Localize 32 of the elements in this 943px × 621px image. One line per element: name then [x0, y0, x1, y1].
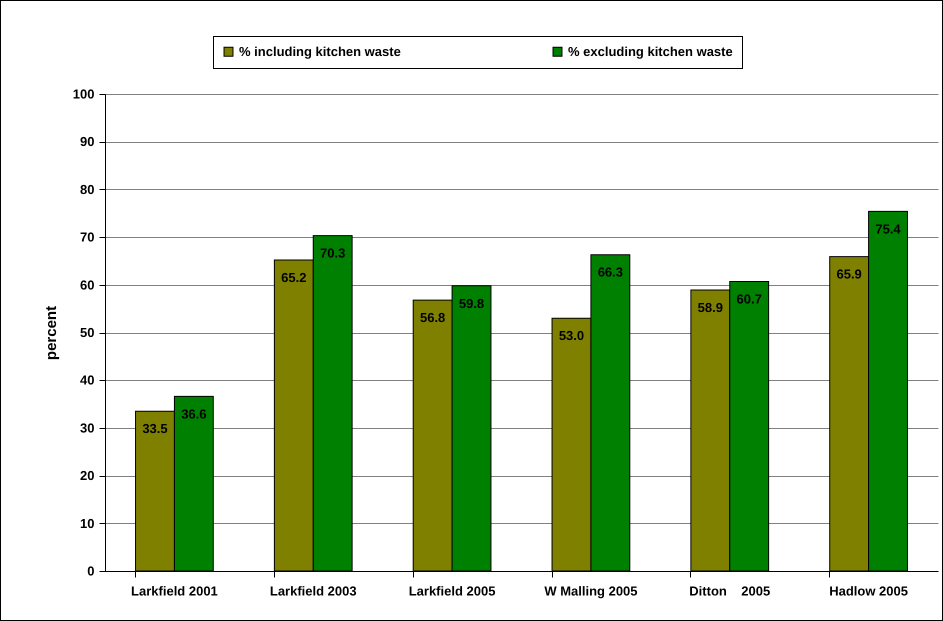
y-tick-label: 80 [80, 182, 94, 197]
y-tick-label: 60 [80, 277, 94, 292]
data-label: 65.2 [281, 270, 306, 285]
legend-label: % excluding kitchen waste [568, 44, 733, 59]
data-label: 56.8 [420, 310, 446, 326]
data-label: 33.5 [142, 421, 168, 436]
x-tick-label: Larkfield 2001 [131, 584, 218, 598]
y-tick-label: 20 [80, 468, 94, 484]
y-tick-label: 100 [72, 86, 94, 102]
x-tick-label: Larkfield 2003 [270, 584, 357, 598]
y-tick-label: 70 [80, 230, 94, 245]
x-tick-label: Hadlow 2005 [829, 584, 908, 598]
y-tick-label: 30 [80, 420, 94, 436]
data-label: 65.9 [836, 266, 862, 282]
data-label: 58.9 [698, 300, 723, 316]
data-label: 60.7 [736, 291, 762, 306]
data-label: 59.8 [458, 296, 484, 311]
y-tick-label: 90 [80, 134, 94, 150]
y-tick-label: 50 [80, 325, 94, 340]
legend-label: % including kitchen waste [239, 44, 401, 59]
data-label: 36.6 [181, 406, 207, 422]
y-tick-label: 10 [80, 516, 94, 531]
data-label: 75.4 [875, 221, 902, 236]
x-tick-label: Larkfield 2005 [408, 584, 496, 598]
y-axis-title: percent [42, 306, 60, 360]
y-tick-label: 0 [87, 564, 94, 578]
x-tick-label: W Malling 2005 [544, 584, 638, 598]
y-tick-label: 40 [80, 372, 94, 388]
data-label: 70.3 [320, 246, 346, 261]
x-tick-label: Ditton 2005 [689, 584, 770, 598]
data-label: 53.0 [558, 328, 584, 344]
data-label: 66.3 [598, 264, 624, 280]
